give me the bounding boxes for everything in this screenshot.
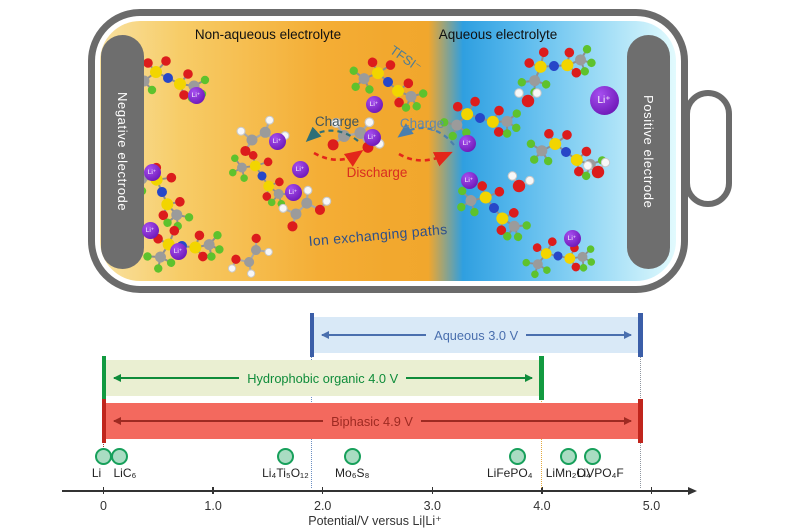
- charge-label-left: Charge: [314, 114, 360, 129]
- li-ion: Li⁺: [268, 132, 286, 150]
- electrolyte-gradient: Negative electrode Positive electrode No…: [100, 21, 676, 281]
- x-axis-line: [62, 490, 690, 492]
- material-dot: [343, 448, 361, 465]
- axis-tick: [650, 487, 653, 494]
- material-label: LiC₆: [113, 466, 137, 480]
- charge-label-right: Charge: [399, 116, 445, 131]
- charge-discharge-arrows: [305, 123, 455, 167]
- discharge-arrow-right: [398, 151, 453, 167]
- axis-tick-label: 2.0: [313, 499, 332, 513]
- li-ion: Li⁺: [365, 95, 383, 113]
- li-ion: Li⁺: [563, 229, 581, 247]
- li-ion: Li⁺: [589, 85, 619, 115]
- negative-electrode: Negative electrode: [101, 35, 144, 269]
- axis-tick-label: 5.0: [642, 499, 661, 513]
- positive-electrode-label: Positive electrode: [641, 95, 656, 209]
- bar-cap: [638, 399, 643, 443]
- material-dot: [509, 448, 527, 465]
- bar-cap: [101, 356, 106, 400]
- range-arrow: [112, 374, 240, 381]
- li-ion: Li⁺: [460, 171, 478, 189]
- material-dot: [95, 448, 112, 465]
- window-bar-biphasic: Biphasic 4.9 V: [101, 399, 643, 443]
- bar-cap: [638, 313, 643, 357]
- axis-tick: [431, 487, 434, 494]
- material-dot: [559, 448, 577, 465]
- material-label: LiMn₂O₄: [545, 466, 591, 480]
- discharge-arrow-left: [313, 150, 364, 167]
- bar-cap: [101, 399, 106, 443]
- discharge-label: Discharge: [346, 165, 408, 180]
- material-dot: [583, 448, 601, 465]
- material-label: Li: [91, 466, 102, 480]
- guide-line: [102, 441, 104, 451]
- range-arrow: [320, 331, 427, 338]
- material-label: LiVPO₄F: [576, 466, 624, 480]
- material-dot: [111, 448, 129, 465]
- battery-body: Negative electrode Positive electrode No…: [88, 9, 688, 293]
- li-ion: Li⁺: [141, 221, 159, 239]
- range-arrow: [406, 374, 533, 381]
- x-axis-arrowhead: [688, 486, 697, 495]
- charge-arrow-right: [397, 123, 455, 146]
- positive-electrode: Positive electrode: [627, 35, 670, 269]
- window-bar-hydrophobic-organic: Hydrophobic organic 4.0 V: [101, 356, 544, 400]
- axis-tick: [212, 487, 214, 494]
- axis-tick-label: 4.0: [533, 499, 551, 513]
- li-ion: Li⁺: [169, 242, 187, 260]
- axis-tick-label: 1.0: [204, 499, 222, 513]
- range-arrow: [420, 417, 632, 424]
- axis-tick: [321, 487, 324, 494]
- window-label-hydrophobic-organic: Hydrophobic organic 4.0 V: [247, 370, 399, 386]
- li-ion: Li⁺: [363, 128, 381, 146]
- x-axis-title: Potential/V versus Li|Li⁺: [308, 514, 442, 528]
- material-label: LiFePO₄: [486, 466, 533, 480]
- material-dot: [276, 448, 294, 465]
- non-aqueous-electrolyte-label: Non-aqueous electrolyte: [194, 27, 342, 42]
- li-ion: Li⁺: [187, 86, 205, 104]
- window-bar-aqueous: Aqueous 3.0 V: [309, 313, 643, 357]
- li-ion: Li⁺: [458, 134, 476, 152]
- axis-tick: [102, 487, 105, 494]
- range-arrow: [526, 331, 632, 338]
- window-label-aqueous: Aqueous 3.0 V: [434, 327, 519, 343]
- axis-tick-label: 0: [100, 499, 107, 513]
- window-label-biphasic: Biphasic 4.9 V: [331, 413, 413, 429]
- li-ion: Li⁺: [143, 163, 161, 181]
- material-label: Mo₆S₈: [335, 466, 370, 480]
- bar-cap: [539, 356, 544, 400]
- li-ion: Li⁺: [291, 160, 309, 178]
- li-ion: Li⁺: [284, 183, 302, 201]
- battery-terminal: [684, 90, 732, 207]
- range-arrow: [112, 417, 324, 424]
- aqueous-electrolyte-label: Aqueous electrolyte: [438, 27, 558, 42]
- axis-tick: [541, 487, 543, 494]
- material-label: Li₄Ti₅O₁₂: [262, 466, 309, 480]
- axis-tick-label: 3.0: [423, 499, 441, 513]
- charge-arrow-left: [305, 126, 359, 142]
- negative-electrode-label: Negative electrode: [115, 92, 130, 212]
- bar-cap: [309, 313, 315, 357]
